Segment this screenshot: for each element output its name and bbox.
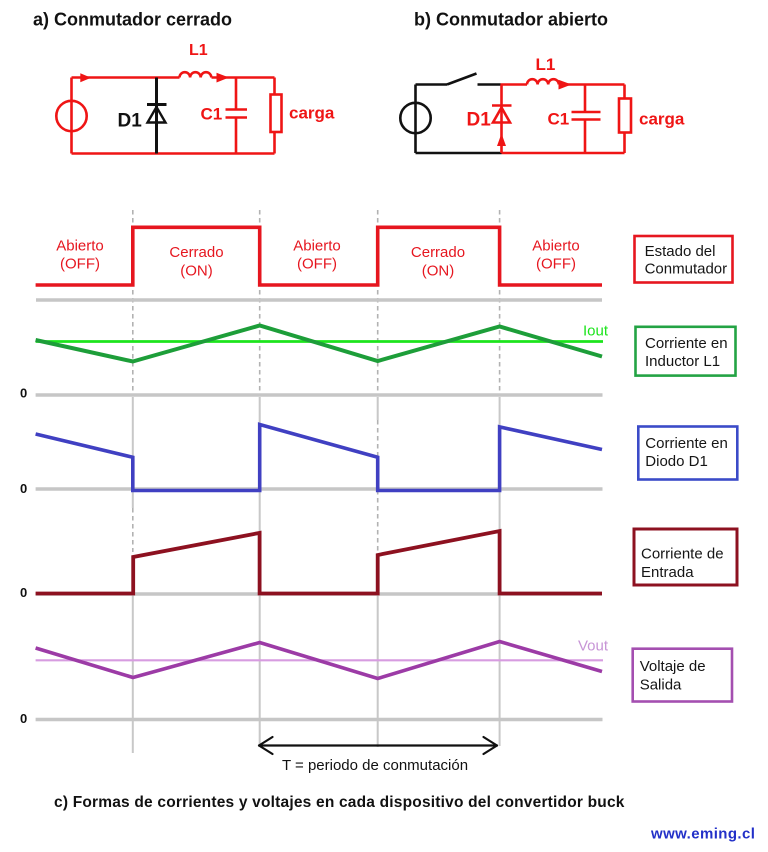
svg-text:Conmutador: Conmutador [645,261,728,278]
svg-text:Cerrado: Cerrado [411,244,465,261]
svg-text:(OFF): (OFF) [536,256,576,273]
svg-text:(ON): (ON) [180,263,213,280]
svg-text:carga: carga [639,110,685,129]
svg-text:Diodo D1: Diodo D1 [645,453,708,470]
svg-text:Iout: Iout [583,323,609,340]
svg-text:0: 0 [20,711,27,726]
svg-text:L1: L1 [536,55,556,74]
svg-text:(OFF): (OFF) [297,256,337,273]
svg-text:a) Conmutador cerrado: a) Conmutador cerrado [33,10,232,30]
svg-text:C1: C1 [201,105,223,124]
svg-text:T = periodo de conmutación: T = periodo de conmutación [282,757,468,774]
svg-text:Abierto: Abierto [56,238,104,255]
svg-text:(OFF): (OFF) [60,256,100,273]
svg-text:Cerrado: Cerrado [169,244,223,261]
svg-text:www.eming.cl: www.eming.cl [650,826,755,843]
svg-text:Estado del: Estado del [645,243,716,260]
svg-text:0: 0 [20,585,27,600]
svg-text:Abierto: Abierto [293,238,341,255]
svg-text:Entrada: Entrada [641,564,694,581]
svg-text:Corriente en: Corriente en [645,435,728,452]
svg-text:carga: carga [289,104,335,123]
svg-text:Abierto: Abierto [532,238,580,255]
svg-text:b) Conmutador abierto: b) Conmutador abierto [414,10,608,30]
svg-text:D1: D1 [467,110,492,131]
svg-text:(ON): (ON) [422,263,455,280]
svg-text:c) Formas de corrientes y volt: c) Formas de corrientes y voltajes en ca… [54,794,625,811]
svg-text:0: 0 [20,386,27,401]
svg-text:L1: L1 [189,42,208,59]
svg-text:C1: C1 [548,110,570,129]
svg-text:Corriente en: Corriente en [645,335,728,352]
svg-text:Corriente de: Corriente de [641,546,724,563]
svg-text:Vout: Vout [578,638,609,655]
svg-text:Salida: Salida [640,677,682,694]
svg-text:0: 0 [20,481,27,496]
svg-text:Inductor L1: Inductor L1 [645,353,720,370]
svg-text:D1: D1 [118,111,143,132]
svg-text:Voltaje de: Voltaje de [640,658,706,675]
